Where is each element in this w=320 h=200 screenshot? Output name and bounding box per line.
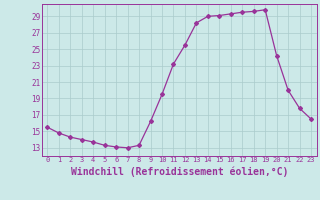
X-axis label: Windchill (Refroidissement éolien,°C): Windchill (Refroidissement éolien,°C) <box>70 166 288 177</box>
